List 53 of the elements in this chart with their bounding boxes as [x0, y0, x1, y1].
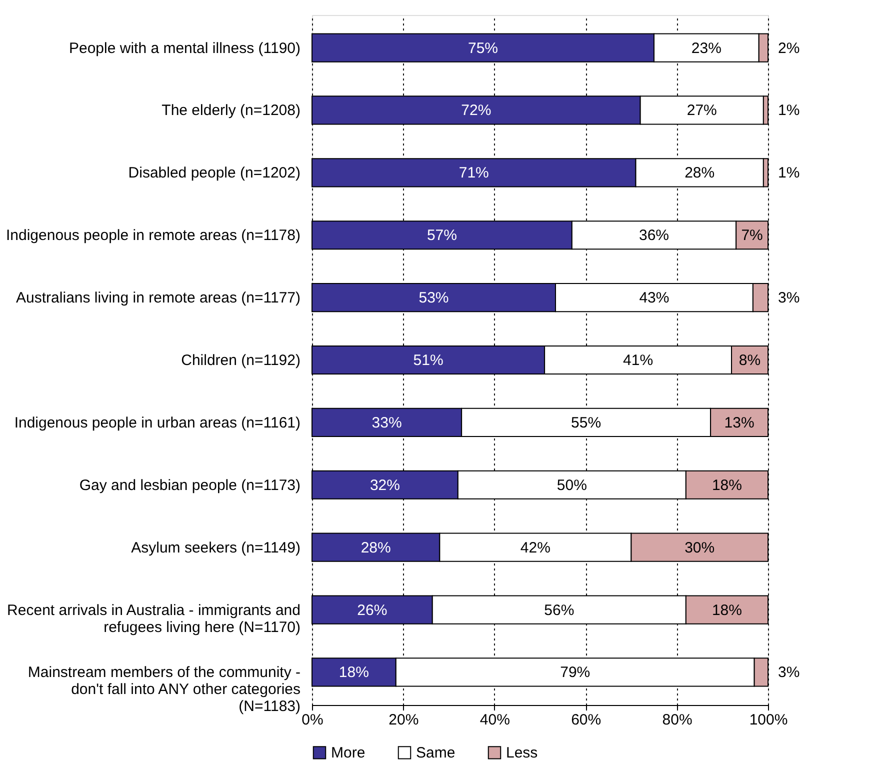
data-label: 1%: [778, 102, 800, 120]
y-tick-label: Asylum seekers (n=1149): [131, 539, 300, 556]
data-label: 7%: [741, 227, 763, 244]
data-label: 18%: [712, 476, 742, 494]
x-tick-label: 60%: [571, 712, 602, 728]
data-label: 1%: [778, 164, 800, 182]
x-tick-label: 80%: [662, 712, 692, 728]
data-label: 53%: [418, 290, 449, 307]
data-label: 26%: [357, 602, 388, 619]
data-label: 72%: [461, 102, 492, 120]
data-label: 79%: [560, 664, 590, 682]
y-tick-label: Australians living in remote areas (n=1177): [16, 290, 300, 307]
data-label: 3%: [778, 664, 800, 682]
legend-label: Less: [506, 744, 538, 762]
data-label: 55%: [571, 414, 602, 432]
y-tick-label: Disabled people (n=1202): [128, 164, 300, 182]
data-label: 50%: [556, 476, 587, 494]
data-label: 18%: [712, 602, 742, 619]
y-tick-label: Gay and lesbian people (n=1173): [79, 476, 300, 494]
data-label: 28%: [684, 164, 715, 182]
data-label: 43%: [639, 290, 670, 307]
x-tick-label: 0%: [302, 712, 324, 728]
data-label: 28%: [360, 539, 391, 556]
data-label: 36%: [638, 227, 670, 244]
data-label: 30%: [684, 539, 715, 556]
data-label: 27%: [686, 102, 717, 120]
y-tick-label: Indigenous people in urban areas (n=1161): [14, 414, 301, 432]
data-label: 41%: [623, 352, 654, 369]
data-label: 51%: [413, 352, 444, 369]
data-label: 2%: [778, 40, 800, 57]
data-label: 57%: [426, 227, 457, 244]
x-tick-label: 100%: [749, 712, 788, 728]
y-tick-label: Recent arrivals in Australia - immigrants and refugees living here (N=1170): [7, 602, 300, 636]
data-label: 56%: [544, 602, 574, 619]
data-label: 18%: [338, 664, 369, 682]
y-tick-label: The elderly (n=1208): [162, 102, 300, 120]
data-label: 71%: [458, 164, 489, 182]
y-tick-label: Indigenous people in remote areas (n=1178): [6, 227, 300, 244]
data-label: 42%: [520, 539, 550, 556]
data-label: 8%: [738, 352, 761, 369]
data-label: 13%: [724, 414, 754, 432]
y-tick-label: Children (n=1192): [181, 352, 300, 369]
legend-label: More: [331, 744, 366, 762]
data-label: 75%: [468, 40, 498, 57]
data-label: 33%: [372, 414, 402, 432]
y-tick-label: People with a mental illness (1190): [68, 40, 300, 57]
data-label: 3%: [778, 290, 800, 307]
data-label: 23%: [691, 40, 722, 57]
legend-label: Same: [416, 744, 456, 762]
x-tick-label: 40%: [480, 712, 510, 728]
data-label: 32%: [370, 476, 400, 494]
y-tick-label: Mainstream members of the community - don't fall into ANY other categories (N=1183): [28, 664, 301, 716]
x-tick-label: 20%: [388, 712, 419, 728]
